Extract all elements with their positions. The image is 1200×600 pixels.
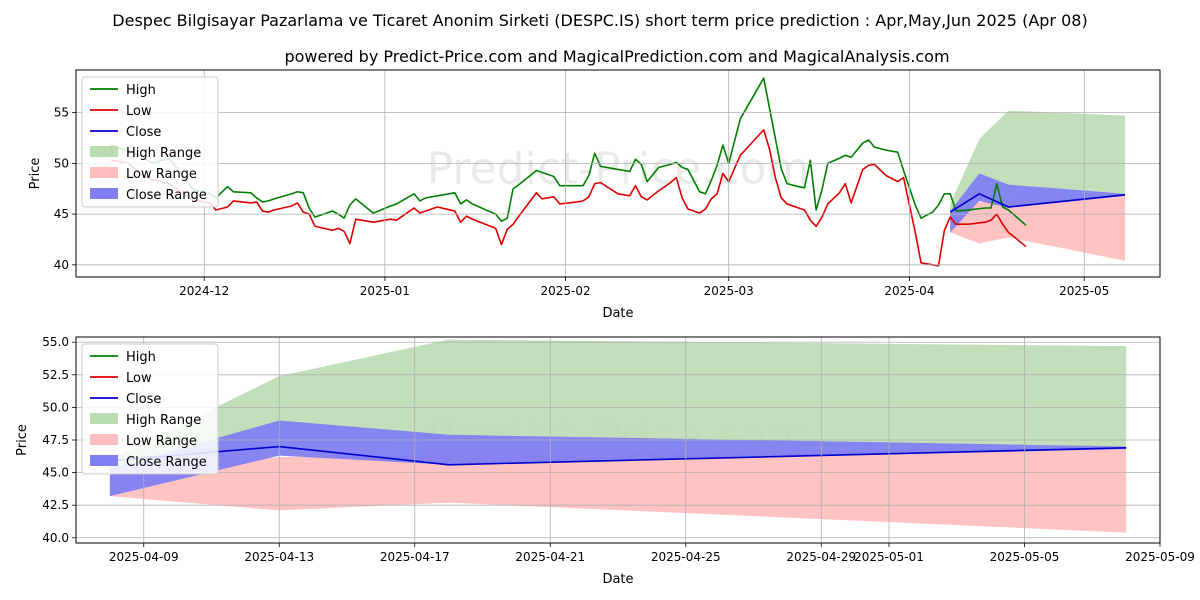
plot-frame: [75, 69, 1161, 278]
legend-swatch-low-range: [90, 167, 118, 178]
legend-swatch-high-range: [90, 413, 118, 424]
x-tick-label: 2025-04-25: [651, 550, 721, 564]
legend-swatch-low-range: [90, 434, 118, 445]
legend-label: Close Range: [126, 188, 207, 203]
y-tick-label: 40: [54, 258, 69, 272]
x-tick-label: 2025-05-01: [854, 550, 924, 564]
y-axis-label: Price: [15, 424, 30, 456]
x-tick-label: 2025-04-13: [244, 550, 314, 564]
x-tick-label: 2025-05-05: [990, 550, 1060, 564]
legend-label: Low: [126, 371, 152, 386]
legend: High Low Close High Range Low Range Close Ran…: [81, 343, 219, 475]
y-tick-label: 47.5: [42, 433, 69, 447]
band-low-range: [950, 194, 1126, 261]
legend-swatch-close-range: [90, 188, 118, 199]
plot-frame: [75, 336, 1161, 544]
y-axis-label: Price: [28, 158, 43, 190]
x-tick-label: 2025-04-21: [515, 550, 585, 564]
x-tick-label: 2025-02: [540, 284, 590, 298]
y-tick-label: 40.0: [42, 531, 69, 545]
legend-label: High: [126, 350, 156, 365]
band-low-range: [109, 447, 1127, 533]
y-tick-label: 52.5: [42, 368, 69, 382]
legend-label: High Range: [126, 146, 201, 161]
legend-label: Low Range: [126, 434, 197, 449]
y-tick-label: 42.5: [42, 498, 69, 512]
line-close: [949, 192, 1126, 213]
x-tick-label: 2025-04-29: [786, 550, 856, 564]
y-tick-label: 55.0: [42, 335, 69, 349]
x-axis-label: Date: [602, 306, 633, 321]
y-tick-label: 50: [54, 156, 69, 170]
x-tick-label: 2025-01: [360, 284, 410, 298]
legend-label: High: [126, 83, 156, 98]
legend-label: Close: [126, 392, 161, 407]
x-tick-label: 2025-04: [884, 284, 934, 298]
band-close-range: [109, 420, 1127, 497]
chart-subtitle: powered by Predict-Price.com and Magical…: [284, 47, 949, 66]
x-tick-label: 2024-12: [179, 284, 229, 298]
legend-label: Close: [126, 125, 161, 140]
legend-label: High Range: [126, 413, 201, 428]
legend-label: Close Range: [126, 455, 207, 470]
forecast-panel: Predict-Price.com2025-04-092025-04-13202…: [15, 335, 1195, 587]
x-tick-label: 2025-04-09: [109, 550, 179, 564]
x-tick-label: 2025-04-17: [380, 550, 450, 564]
legend-label: Low: [126, 104, 152, 119]
y-tick-label: 55: [54, 106, 69, 120]
line-high: [110, 77, 1027, 226]
chart-title: Despec Bilgisayar Pazarlama ve Ticaret A…: [112, 11, 1087, 30]
y-tick-label: 50.0: [42, 400, 69, 414]
legend-label: Low Range: [126, 167, 197, 182]
legend-swatch-high-range: [90, 146, 118, 157]
y-tick-label: 45.0: [42, 466, 69, 480]
line-low: [110, 129, 1027, 267]
x-tick-label: 2025-05: [1059, 284, 1109, 298]
x-tick-label: 2025-03: [704, 284, 754, 298]
legend-swatch-close-range: [90, 455, 118, 466]
y-tick-label: 45: [54, 207, 69, 221]
band-close-range: [950, 173, 1126, 233]
x-tick-label: 2025-05-09: [1125, 550, 1195, 564]
x-axis-label: Date: [602, 572, 633, 587]
legend: High Low Close High Range Low Range Close Ran…: [81, 76, 219, 208]
